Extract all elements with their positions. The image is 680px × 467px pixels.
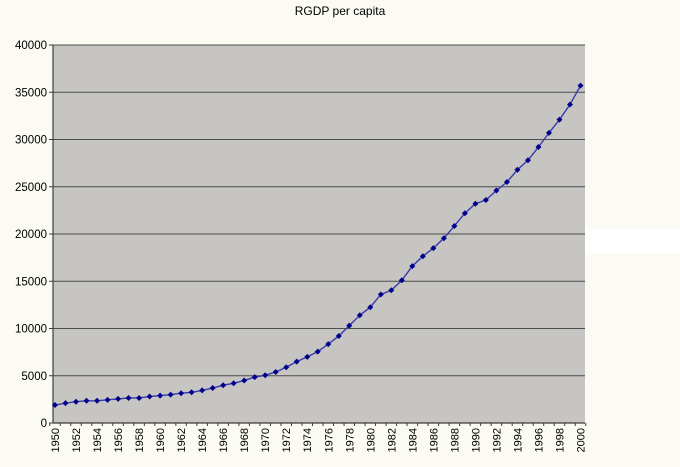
x-axis-tick-label: 1988	[449, 428, 461, 452]
data-point-marker	[335, 333, 342, 340]
data-point-marker	[461, 210, 468, 217]
x-axis-tick-label: 1964	[197, 428, 209, 452]
x-axis-tick-label: 1994	[512, 428, 524, 452]
data-point-marker	[419, 253, 426, 260]
x-axis-tick-label: 1976	[323, 428, 335, 452]
data-point-marker	[304, 353, 311, 360]
data-point-marker	[94, 397, 101, 404]
x-axis-tick-label: 1960	[155, 428, 167, 452]
x-axis-tick-label: 1992	[491, 428, 503, 452]
data-point-marker	[451, 222, 458, 229]
x-axis-tick-label: 2000	[576, 428, 588, 452]
data-point-marker	[283, 364, 290, 371]
data-point-marker	[188, 389, 195, 396]
data-point-marker	[482, 196, 489, 203]
data-point-marker	[545, 129, 552, 136]
data-point-marker	[199, 387, 206, 394]
y-axis-tick-label: 5000	[21, 371, 47, 383]
data-point-marker	[535, 144, 542, 151]
data-point-marker	[472, 200, 479, 207]
data-point-marker	[136, 394, 143, 401]
x-axis-tick-label: 1972	[281, 428, 293, 452]
x-axis-tick-label: 1996	[533, 428, 545, 452]
y-axis-tick-label: 35000	[15, 87, 47, 99]
data-point-marker	[104, 396, 111, 403]
x-axis-tick-label: 1950	[50, 428, 62, 452]
data-point-marker	[146, 393, 153, 400]
data-point-marker	[125, 394, 132, 401]
data-point-marker	[577, 82, 584, 89]
data-point-marker	[493, 187, 500, 194]
data-point-marker	[178, 390, 185, 397]
data-point-marker	[356, 312, 363, 319]
data-point-marker	[220, 382, 227, 389]
data-point-marker	[230, 380, 237, 387]
data-point-marker	[62, 400, 69, 407]
data-point-marker	[514, 166, 521, 173]
y-axis-tick-label: 40000	[15, 40, 47, 52]
data-point-marker	[209, 385, 216, 392]
data-point-marker	[524, 157, 531, 164]
data-point-marker	[262, 372, 269, 379]
x-axis-tick-label: 1984	[407, 428, 419, 452]
data-point-marker	[52, 402, 58, 409]
data-point-marker	[241, 377, 248, 384]
data-point-marker	[83, 397, 90, 404]
data-point-marker	[409, 263, 416, 270]
x-axis-tick-label: 1990	[470, 428, 482, 452]
data-point-marker	[388, 287, 395, 294]
data-point-marker	[115, 395, 122, 402]
data-point-marker	[251, 374, 258, 381]
x-axis-tick-label: 1966	[218, 428, 230, 452]
data-point-marker	[293, 358, 300, 365]
data-point-marker	[167, 391, 174, 398]
x-axis-tick-label: 1978	[344, 428, 356, 452]
x-axis-tick-label: 1986	[428, 428, 440, 452]
y-axis-tick-label: 15000	[15, 276, 47, 288]
y-axis-tick-label: 30000	[15, 135, 47, 147]
data-point-marker	[430, 245, 437, 252]
y-axis-tick-label: 20000	[15, 229, 47, 241]
data-point-marker	[398, 277, 405, 284]
x-axis-tick-label: 1974	[302, 428, 314, 452]
data-point-marker	[367, 304, 374, 311]
y-axis-tick-label: 10000	[15, 324, 47, 336]
background-highlight-band	[585, 229, 680, 253]
x-axis-tick-label: 1998	[554, 428, 566, 452]
y-axis-tick-label: 0	[41, 418, 47, 430]
x-axis-tick-label: 1952	[71, 428, 83, 452]
data-point-marker	[314, 348, 321, 355]
x-axis-tick-label: 1958	[134, 428, 146, 452]
data-point-marker	[73, 398, 80, 405]
data-point-marker	[566, 101, 573, 108]
data-point-marker	[556, 116, 563, 123]
chart-title: RGDP per capita	[294, 4, 386, 18]
x-axis-tick-label: 1970	[260, 428, 272, 452]
x-axis-tick-label: 1962	[176, 428, 188, 452]
data-point-marker	[440, 235, 447, 242]
data-point-marker	[377, 291, 384, 298]
x-axis-tick-label: 1982	[386, 428, 398, 452]
data-point-marker	[325, 341, 332, 348]
data-point-marker	[272, 368, 279, 375]
x-axis-tick-label: 1980	[365, 428, 377, 452]
data-point-marker	[157, 392, 164, 399]
x-axis-tick-label: 1968	[239, 428, 251, 452]
x-axis-tick-label: 1954	[92, 428, 104, 452]
data-point-marker	[503, 179, 510, 186]
data-point-marker	[346, 322, 353, 329]
x-axis-tick-label: 1956	[113, 428, 125, 452]
y-axis-tick-label: 25000	[15, 182, 47, 194]
